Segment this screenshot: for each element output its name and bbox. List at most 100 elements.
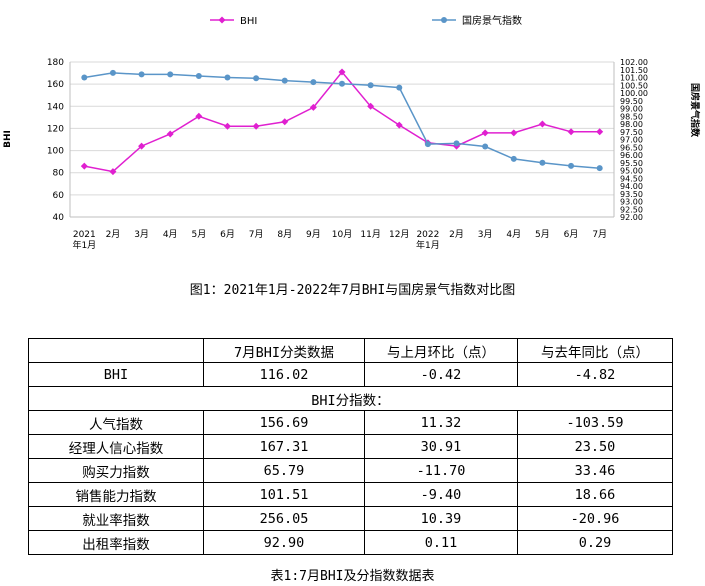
table-cell: 33.46 bbox=[517, 458, 673, 483]
data-point bbox=[510, 129, 518, 137]
y2-tick-label: 101.50 bbox=[620, 66, 648, 75]
table-cell: 116.02 bbox=[203, 362, 365, 387]
legend-label: 国房景气指数 bbox=[462, 14, 522, 27]
y2-tick-label: 96.00 bbox=[620, 151, 643, 160]
y2-tick-label: 93.50 bbox=[620, 190, 643, 199]
data-point bbox=[338, 68, 346, 76]
data-point bbox=[538, 120, 546, 128]
table-cell: 256.05 bbox=[203, 506, 365, 531]
table-section-row: BHI分指数： bbox=[28, 386, 673, 411]
table-header-cell: 与去年同比（点） bbox=[517, 338, 673, 363]
data-point bbox=[166, 130, 174, 138]
x-tick-label: 11月 bbox=[360, 229, 380, 240]
x-tick-label: 7月 bbox=[592, 229, 607, 240]
table-cell: 23.50 bbox=[517, 434, 673, 459]
y-tick-label: 140 bbox=[47, 102, 64, 112]
table-cell: -103.59 bbox=[517, 410, 673, 435]
data-point bbox=[195, 112, 203, 120]
table-cell: 18.66 bbox=[517, 482, 673, 507]
x-tick-label: 3月 bbox=[478, 229, 493, 240]
chart-legend: BHI 国房景气指数 bbox=[210, 14, 522, 27]
x-tick-label: 10月 bbox=[332, 229, 352, 240]
table-caption: 表1:7月BHI及分指数数据表 bbox=[270, 569, 435, 584]
legend-label: BHI bbox=[240, 16, 257, 27]
x-tick-label: 5月 bbox=[191, 229, 206, 240]
x-tick-label: 12月 bbox=[389, 229, 409, 240]
data-point bbox=[252, 122, 260, 130]
table-cell: BHI bbox=[28, 362, 204, 387]
y-tick-label: 160 bbox=[47, 80, 64, 90]
table-cell: -20.96 bbox=[517, 506, 673, 531]
x-tick-label: 2月 bbox=[106, 229, 121, 240]
data-point bbox=[138, 142, 146, 150]
table-header-cell bbox=[28, 338, 204, 363]
x-tick-label: 4月 bbox=[163, 229, 178, 240]
y2-tick-label: 95.00 bbox=[620, 167, 643, 176]
table-row: 就业率指数 256.05 10.39 -20.96 bbox=[28, 506, 673, 531]
y2-tick-label: 94.50 bbox=[620, 174, 643, 183]
data-point bbox=[568, 162, 575, 169]
left-axis-label: BHI bbox=[3, 130, 13, 148]
legend-marker bbox=[218, 16, 226, 24]
y2-tick-label: 100.50 bbox=[620, 81, 648, 90]
data-point bbox=[281, 118, 289, 126]
y-tick-label: 40 bbox=[53, 213, 65, 223]
data-point bbox=[596, 128, 604, 136]
x-tick-label: 2月 bbox=[449, 229, 464, 240]
data-point bbox=[367, 82, 374, 89]
table-cell: 92.90 bbox=[203, 530, 365, 555]
data-point bbox=[539, 159, 546, 166]
x-tick-label: 2022 年1月 bbox=[416, 230, 440, 251]
y-tick-label: 180 bbox=[47, 58, 64, 68]
y-tick-label: 100 bbox=[47, 147, 64, 157]
series-lines bbox=[80, 68, 604, 176]
y2-tick-label: 100.00 bbox=[620, 89, 648, 98]
y2-tick-label: 93.00 bbox=[620, 198, 643, 207]
right-axis-label: 国房景气指数 bbox=[689, 83, 701, 138]
data-point bbox=[596, 165, 603, 172]
table-cell: 101.51 bbox=[203, 482, 365, 507]
table-row: 销售能力指数 101.51 -9.40 18.66 bbox=[28, 482, 673, 507]
table-cell: 经理人信心指数 bbox=[28, 434, 204, 459]
table-cell: 11.32 bbox=[364, 410, 518, 435]
y-tick-label: 60 bbox=[53, 191, 65, 201]
comparison-line-chart: 40 60 80 100 120 140 160 180 92.0092.5093.0093.… bbox=[3, 14, 701, 251]
data-point bbox=[109, 69, 116, 76]
x-tick-label: 7月 bbox=[249, 229, 264, 240]
table-header-row: 7月BHI分类数据 与上月环比（点） 与去年同比（点） bbox=[28, 338, 673, 363]
data-point bbox=[138, 71, 145, 78]
y2-tick-label: 98.50 bbox=[620, 112, 643, 121]
table-row: 出租率指数 92.90 0.11 0.29 bbox=[28, 530, 673, 555]
table-cell: 0.11 bbox=[364, 530, 518, 555]
x-tick-label: 3月 bbox=[134, 229, 149, 240]
y2-tick-label: 99.50 bbox=[620, 97, 643, 106]
data-point bbox=[482, 143, 489, 150]
data-point bbox=[109, 168, 117, 176]
table-row-bhi: BHI 116.02 -0.42 -4.82 bbox=[28, 362, 673, 387]
data-point bbox=[510, 155, 517, 162]
y2-tick-label: 92.50 bbox=[620, 205, 643, 214]
data-point bbox=[224, 74, 231, 81]
table-cell: 65.79 bbox=[203, 458, 365, 483]
table-cell: -9.40 bbox=[364, 482, 518, 507]
table-header-cell: 7月BHI分类数据 bbox=[203, 338, 365, 363]
x-tick-label: 9月 bbox=[306, 229, 321, 240]
chart-gridlines bbox=[70, 61, 614, 218]
data-point bbox=[424, 141, 431, 148]
right-axis-tick-labels: 92.0092.5093.0093.5094.0094.5095.0095.50… bbox=[620, 58, 648, 222]
data-point bbox=[367, 102, 375, 110]
table-cell: 销售能力指数 bbox=[28, 482, 204, 507]
table-header-cell: 与上月环比（点） bbox=[364, 338, 518, 363]
y2-tick-label: 97.50 bbox=[620, 128, 643, 137]
y2-tick-label: 95.50 bbox=[620, 159, 643, 168]
table-cell: -4.82 bbox=[517, 362, 673, 387]
data-point bbox=[396, 84, 403, 91]
chart-axes bbox=[69, 62, 615, 218]
table-row: 人气指数 156.69 11.32 -103.59 bbox=[28, 410, 673, 435]
table-row: 经理人信心指数 167.31 30.91 23.50 bbox=[28, 434, 673, 459]
series-line-1 bbox=[84, 72, 600, 169]
y2-tick-label: 102.00 bbox=[620, 58, 648, 67]
y2-tick-label: 92.00 bbox=[620, 213, 643, 222]
table-section-label: BHI分指数： bbox=[28, 386, 673, 411]
data-point bbox=[81, 74, 88, 81]
